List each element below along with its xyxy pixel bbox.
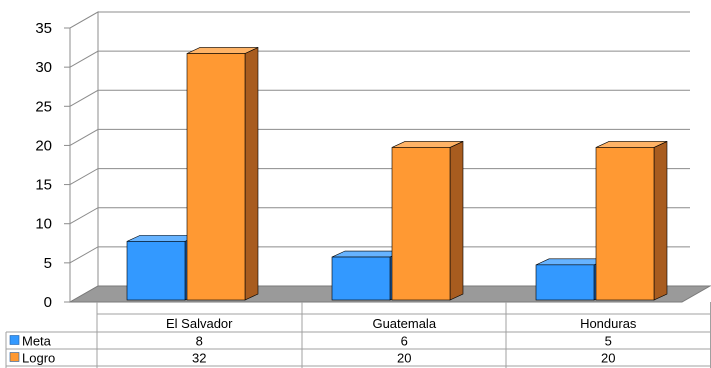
- bar-front: [126, 241, 186, 301]
- category-label: El Salvador: [166, 316, 233, 331]
- data-label: 6: [401, 334, 408, 349]
- y-tick-label: 0: [44, 294, 52, 311]
- bar-logro-0: [186, 47, 259, 301]
- data-label: 20: [601, 351, 615, 366]
- data-label: 8: [196, 334, 203, 349]
- bar-top: [595, 141, 668, 148]
- y-tick-label: 15: [35, 177, 52, 194]
- data-table: El Salvador Guatemala Honduras Meta 8 6 5 Logro…: [5, 302, 711, 368]
- gridline: [69, 207, 690, 225]
- y-tick-label: 30: [35, 59, 52, 76]
- data-label: 20: [397, 351, 411, 366]
- gridline: [69, 11, 690, 29]
- chart-walls: [69, 11, 99, 303]
- bar-logro-2: [595, 140, 668, 301]
- data-label: 5: [605, 334, 612, 349]
- bar-front: [535, 264, 595, 301]
- legend-label: Meta: [22, 334, 52, 349]
- gridline: [69, 128, 690, 146]
- bar-side: [653, 140, 668, 301]
- data-label: 32: [192, 351, 206, 366]
- bar-side: [244, 47, 259, 301]
- category-label: Guatemala: [372, 316, 436, 331]
- bar-front: [331, 256, 391, 301]
- y-tick-label: 25: [35, 98, 52, 115]
- legend-swatch: [9, 335, 20, 345]
- bar-logro-1: [391, 140, 464, 301]
- gridline: [69, 246, 690, 264]
- category-label: Honduras: [580, 316, 637, 331]
- bar-front: [391, 147, 451, 301]
- y-tick-label: 35: [35, 20, 52, 37]
- bars: [126, 47, 668, 301]
- gridline: [69, 50, 690, 68]
- y-tick-label: 20: [35, 137, 52, 154]
- legend-label: Logro: [22, 351, 55, 366]
- legend-swatch: [9, 352, 20, 362]
- bar-front: [595, 147, 655, 301]
- side-wall: [69, 11, 99, 303]
- bar-front: [186, 53, 246, 301]
- bar-top: [391, 141, 464, 148]
- gridline: [69, 168, 690, 186]
- gridline: [69, 89, 690, 107]
- y-tick-label: 5: [44, 255, 52, 272]
- gridlines: [69, 11, 690, 264]
- y-axis: 0 5 10 15 20 25 30 35: [35, 20, 71, 311]
- bar-top: [186, 47, 259, 54]
- y-tick-label: 10: [35, 216, 52, 233]
- bar-side: [449, 140, 464, 301]
